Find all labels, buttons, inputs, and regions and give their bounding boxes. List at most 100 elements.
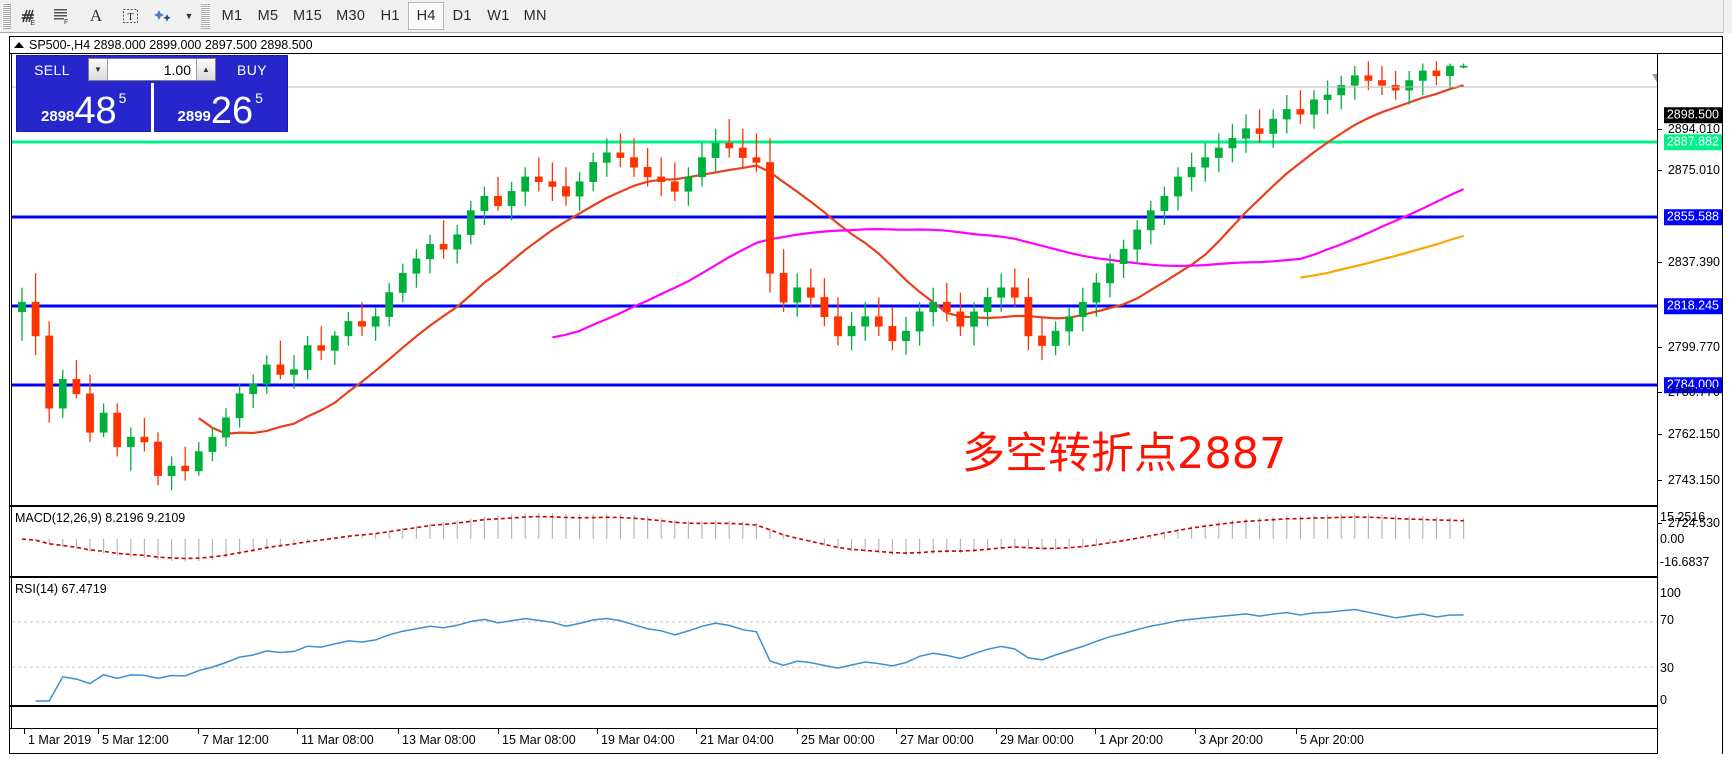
toolbar-overflow[interactable] — [1723, 0, 1732, 33]
volume-decrease-icon[interactable]: ▼ — [89, 59, 108, 80]
timeframe-m5[interactable]: M5 — [257, 8, 279, 24]
candle-body — [1337, 85, 1346, 96]
price-scale[interactable]: 2898.500 2894.010 2887.882 2875.010 2855.588… — [1657, 54, 1722, 754]
candle-body — [235, 393, 244, 419]
candle-body — [997, 287, 1006, 298]
timeframe-w1[interactable]: W1 — [487, 8, 510, 24]
volume-increase-icon[interactable]: ▲ — [196, 59, 215, 80]
ask-quote[interactable]: 2899 26 5 — [154, 83, 288, 132]
price-chart-plot[interactable]: 多空转折点2887 — [10, 54, 1722, 507]
sell-button[interactable]: SELL — [34, 61, 70, 78]
candle-body — [1065, 316, 1074, 332]
candle-body — [1133, 229, 1142, 250]
candle-body — [453, 234, 462, 250]
time-tick-label: 3 Apr 20:00 — [1199, 733, 1263, 747]
time-tick-label: 1 Apr 20:00 — [1099, 733, 1163, 747]
timeframe-m1[interactable]: M1 — [221, 8, 243, 24]
timeframe-m30[interactable]: M30 — [336, 8, 366, 24]
volume-input[interactable]: 1.00 — [163, 61, 191, 78]
candle-body — [1418, 70, 1427, 81]
timeframe-h1[interactable]: H1 — [380, 8, 400, 24]
bid-quote[interactable]: 2898 48 5 — [17, 83, 154, 132]
candle-body — [766, 162, 774, 274]
candle-body — [874, 316, 883, 327]
timeframe-m15[interactable]: M15 — [293, 8, 323, 24]
candle-body — [31, 301, 40, 337]
symbol-ohlc-label: SP500-,H4 2898.000 2899.000 2897.500 289… — [29, 38, 313, 52]
rsi-pane[interactable]: RSI(14) 67.4719 — [10, 580, 1722, 707]
chart-header: SP500-,H4 2898.000 2899.000 2897.500 289… — [10, 37, 1722, 54]
candle-body — [466, 210, 475, 236]
time-tick-mark — [198, 729, 199, 734]
price-tick-2784-000: 2784.000 — [1663, 377, 1722, 393]
price-tick-2799-770: 2799.770 — [1667, 339, 1720, 354]
price-tick-2855-588: 2855.588 — [1663, 209, 1722, 225]
objects-icon[interactable] — [147, 1, 181, 31]
price-tick-2894-010: 2894.010 — [1667, 121, 1720, 136]
timeframe-d1[interactable]: D1 — [452, 8, 472, 24]
candle-body — [507, 191, 516, 207]
time-tick-mark — [398, 729, 399, 734]
candle-body — [1214, 147, 1223, 158]
candle-body — [1378, 80, 1386, 86]
candle-body — [1092, 282, 1101, 303]
time-tick-mark — [297, 729, 298, 734]
candle-body — [126, 436, 135, 448]
candle-body — [1160, 195, 1169, 211]
price-tick-mark — [1658, 523, 1662, 524]
candle-body — [1242, 128, 1250, 139]
candle-body — [385, 292, 394, 317]
candle-body — [1296, 109, 1305, 115]
candle-body — [630, 157, 638, 168]
candle-body — [806, 287, 815, 298]
macd-pane[interactable]: MACD(12,26,9) 8.2196 9.2109 — [10, 509, 1722, 578]
bid-price-prefix: 2898 — [41, 108, 75, 125]
candle-body — [1323, 94, 1332, 101]
rsi-label: RSI(14) 67.4719 — [15, 582, 107, 596]
candle-body — [1269, 118, 1278, 134]
candle-body — [888, 325, 897, 342]
candle-body — [1038, 335, 1046, 346]
moving-average-40 — [552, 188, 1465, 339]
candle-body — [194, 451, 203, 472]
candle-body — [426, 244, 434, 260]
expert-advisors-icon[interactable]: E — [11, 1, 45, 31]
ask-price-big: 26 — [210, 90, 254, 133]
candle-body — [1459, 65, 1468, 68]
candle-body — [1364, 75, 1373, 81]
chart-collapse-icon[interactable] — [14, 42, 24, 48]
ask-price-prefix: 2899 — [177, 108, 211, 125]
toolbar-grip[interactable] — [2, 3, 11, 29]
timeframe-h4[interactable]: H4 — [408, 2, 445, 30]
buy-button[interactable]: BUY — [237, 61, 267, 78]
time-tick-label: 29 Mar 00:00 — [1000, 733, 1074, 747]
objects-dropdown-icon[interactable]: ▼ — [184, 11, 194, 21]
ask-price-fraction: 5 — [255, 90, 263, 106]
price-tick-2818-245: 2818.245 — [1663, 298, 1722, 314]
candle-body — [181, 465, 190, 472]
rsi-tick-70: 70 — [1660, 612, 1674, 627]
candle-body — [725, 142, 734, 149]
timeframe-mn[interactable]: MN — [523, 8, 547, 24]
text-label-icon[interactable]: A — [89, 6, 103, 25]
one-click-quotes-row: 2898 48 5 2899 26 5 — [17, 83, 287, 132]
time-scale[interactable]: 1 Mar 2019 5 Mar 12:00 7 Mar 12:00 11 Mar 0… — [10, 728, 1658, 753]
indicators-list-icon[interactable]: F — [45, 1, 79, 31]
one-click-trading-panel[interactable]: SELL ▼ 1.00 ▲ BUY 2898 48 5 2899 26 5 — [16, 55, 288, 132]
candle-body — [929, 301, 938, 313]
rsi-svg — [12, 608, 1660, 702]
time-tick-label: 13 Mar 08:00 — [402, 733, 476, 747]
time-tick-mark — [24, 729, 25, 734]
text-box-icon[interactable]: T — [113, 1, 147, 31]
candle-body — [793, 287, 802, 303]
candle-body — [1310, 99, 1318, 115]
candle-body — [480, 195, 489, 211]
candle-body — [262, 364, 271, 385]
candle-body — [1078, 301, 1087, 317]
moving-average-14 — [198, 84, 1464, 435]
candle-body — [1446, 65, 1454, 76]
macd-svg — [21, 513, 1465, 562]
time-tick-label: 21 Mar 04:00 — [700, 733, 774, 747]
volume-stepper[interactable]: ▼ 1.00 ▲ — [88, 58, 216, 81]
candle-body — [140, 436, 149, 443]
